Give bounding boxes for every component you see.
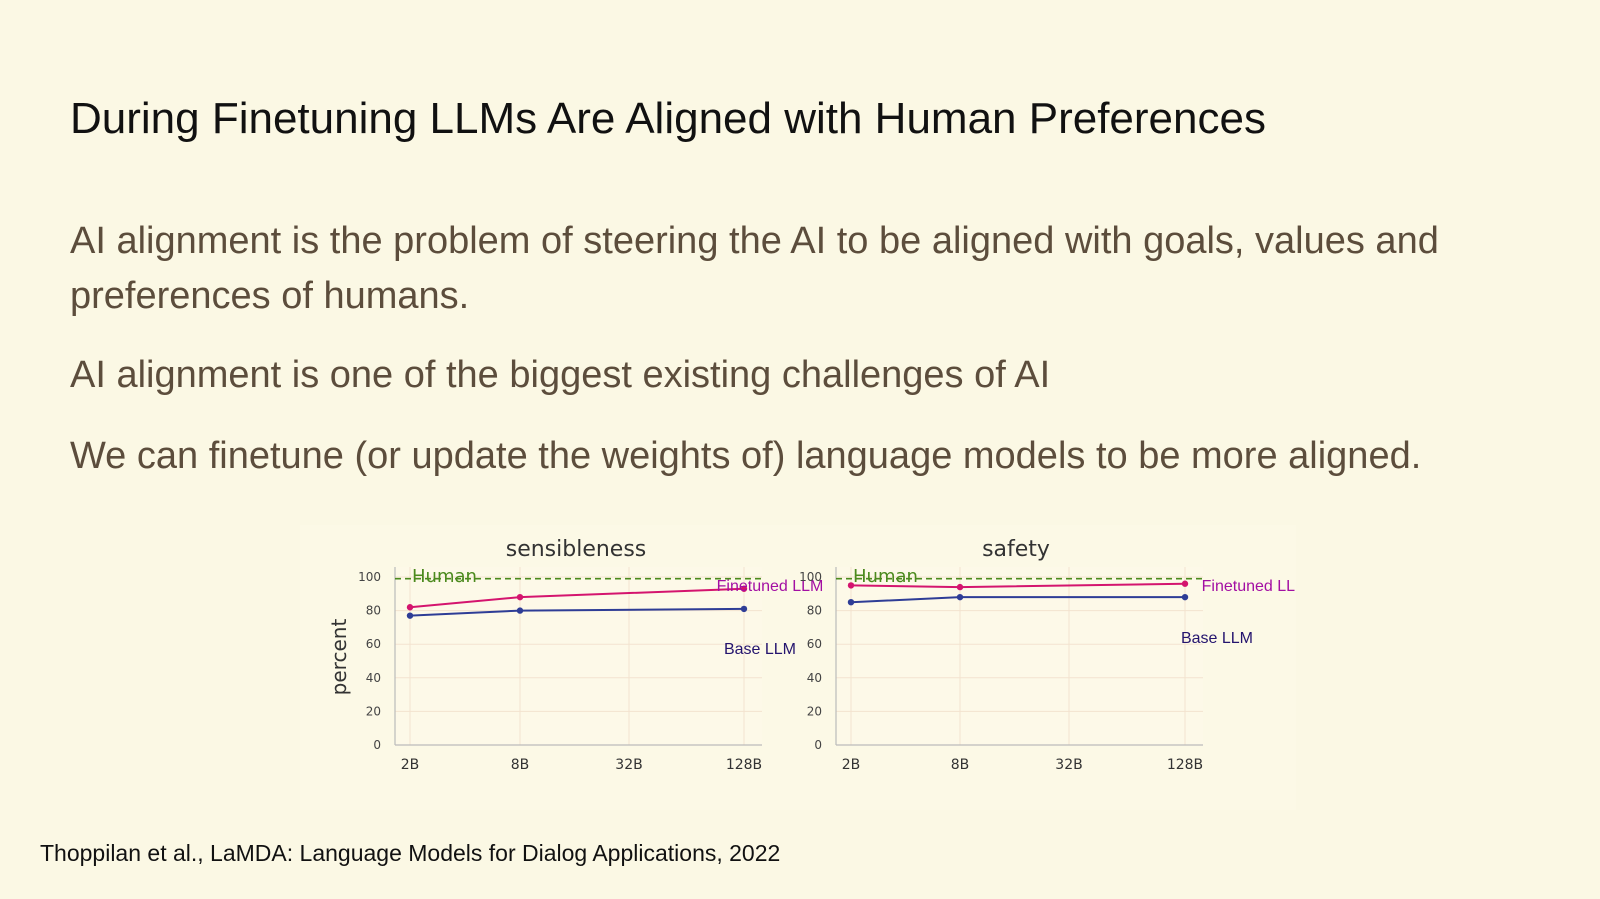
series-label-finetuned: Finetuned LLM: [1202, 578, 1296, 595]
y-tick-label: 100: [799, 570, 822, 584]
y-tick-label: 40: [807, 671, 822, 685]
data-point-base: [740, 605, 748, 613]
y-axis-label: percent: [327, 619, 351, 696]
x-tick-label: 8B: [511, 757, 530, 773]
x-tick-label: 32B: [615, 757, 642, 773]
x-tick-label: 2B: [842, 757, 861, 773]
data-point-base: [406, 612, 414, 619]
human-baseline-label: Human: [412, 566, 477, 587]
paragraph-alignment-challenge: AI alignment is one of the biggest exist…: [70, 354, 1051, 396]
series-label-finetuned: Finetuned LLM: [717, 578, 824, 595]
y-tick-label: 60: [807, 637, 822, 651]
y-tick-label: 60: [366, 637, 381, 651]
chart-safety: 0 20 40 60 80 100 2B 8B 32B 128B safety Human Finetu…: [799, 537, 1296, 773]
x-tick-label: 2B: [401, 757, 420, 773]
charts-svg: 0 20 40 60 80 100 2B 8B 32B 128B sensibleness perce…: [327, 537, 1296, 773]
y-tick-label: 20: [807, 704, 822, 718]
paragraph-finetuning: We can finetune (or update the weights o…: [70, 435, 1422, 477]
human-baseline-label: Human: [853, 566, 918, 587]
citation: Thoppilan et al., LaMDA: Language Models…: [40, 840, 781, 866]
data-point-finetuned: [406, 604, 414, 611]
chart-title: sensibleness: [506, 537, 647, 562]
paragraph-alignment-definition: AI alignment is the problem of steering …: [70, 220, 1439, 317]
x-tick-label: 8B: [951, 757, 970, 773]
lamda-figure: 0 20 40 60 80 100 2B 8B 32B 128B sensibleness perce…: [300, 525, 1296, 810]
data-point-finetuned: [740, 585, 748, 592]
x-tick-label: 32B: [1055, 757, 1082, 773]
data-point-base: [1181, 593, 1189, 601]
y-tick-label: 20: [366, 704, 381, 718]
x-tick-label: 128B: [1167, 757, 1203, 773]
chart-sensibleness: 0 20 40 60 80 100 2B 8B 32B 128B sensibleness perce…: [327, 537, 823, 773]
y-tick-label: 0: [814, 738, 822, 752]
plot-area: [836, 567, 1203, 745]
y-tick-label: 40: [366, 671, 381, 685]
plot-area: [395, 567, 762, 745]
data-point-finetuned: [516, 593, 524, 601]
y-tick-label: 80: [807, 604, 822, 618]
data-point-finetuned: [847, 582, 855, 589]
data-point-base: [956, 593, 964, 601]
y-tick-label: 80: [366, 604, 381, 618]
chart-title: safety: [982, 537, 1050, 562]
data-point-base: [847, 599, 855, 606]
data-point-base: [516, 607, 524, 614]
series-label-base: Base LLM: [1181, 630, 1253, 647]
data-point-finetuned: [1181, 580, 1189, 587]
y-tick-label: 0: [373, 738, 381, 752]
series-label-base: Base LLM: [724, 641, 796, 658]
slide-title: During Finetuning LLMs Are Aligned with …: [70, 94, 1266, 143]
y-tick-label: 100: [358, 570, 381, 584]
x-tick-label: 128B: [726, 757, 762, 773]
data-point-finetuned: [956, 583, 964, 591]
